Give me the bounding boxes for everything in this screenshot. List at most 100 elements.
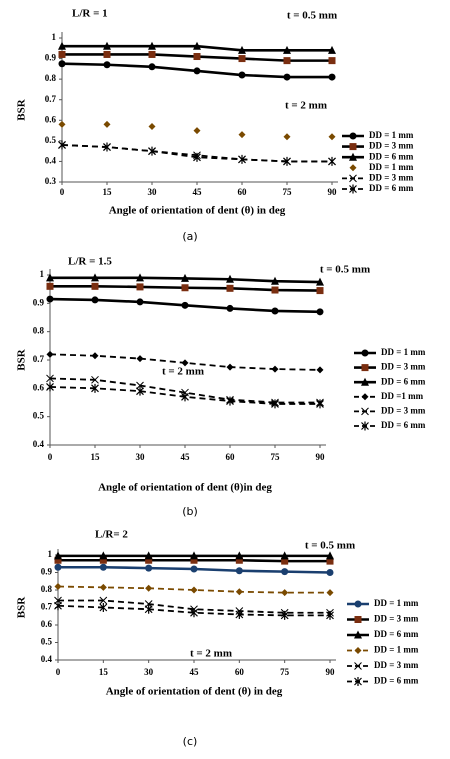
point bbox=[193, 53, 201, 61]
x-tick-label: 45 bbox=[181, 452, 191, 462]
point bbox=[148, 122, 156, 130]
point bbox=[46, 374, 54, 383]
point bbox=[283, 73, 291, 81]
point bbox=[271, 365, 279, 373]
point bbox=[181, 284, 189, 292]
legend-marker bbox=[361, 393, 369, 401]
point bbox=[103, 120, 111, 128]
point bbox=[181, 392, 189, 402]
legend-marker bbox=[349, 174, 357, 183]
legend-label: DD = 1 mm bbox=[374, 645, 419, 655]
point bbox=[148, 50, 156, 58]
legend-label: DD = 1 mm bbox=[369, 130, 414, 140]
legend-marker bbox=[354, 630, 362, 639]
point bbox=[46, 382, 54, 392]
y-tick-label: 0.6 bbox=[45, 114, 57, 124]
point bbox=[235, 588, 243, 596]
x-axis-title: Angle of orientation of dent (θ) in deg bbox=[109, 205, 286, 217]
point bbox=[328, 156, 336, 166]
point bbox=[91, 282, 99, 290]
x-tick-label: 30 bbox=[144, 667, 154, 677]
annotation: t = 0.5 mm bbox=[320, 264, 370, 276]
point bbox=[193, 41, 201, 50]
legend-marker bbox=[354, 647, 362, 654]
point bbox=[281, 589, 289, 597]
caption: (c) bbox=[183, 735, 198, 748]
x-tick-label: 90 bbox=[328, 187, 338, 197]
point bbox=[136, 355, 144, 363]
point bbox=[99, 583, 107, 591]
point bbox=[103, 142, 111, 152]
point bbox=[58, 50, 66, 58]
point bbox=[46, 273, 54, 282]
annotation: t = 0.5 mm bbox=[287, 10, 337, 22]
point bbox=[91, 296, 99, 304]
x-tick-label: 60 bbox=[238, 187, 248, 197]
y-tick-label: 0.5 bbox=[41, 637, 53, 647]
point bbox=[328, 57, 336, 65]
y-tick-label: 0.7 bbox=[45, 94, 57, 104]
point bbox=[103, 50, 111, 58]
point bbox=[271, 276, 279, 285]
point bbox=[190, 551, 198, 560]
x-tick-label: 60 bbox=[235, 667, 245, 677]
legend-label: DD = 3 mm bbox=[381, 362, 426, 372]
legend-label: DD = 1 mm bbox=[374, 598, 419, 608]
point bbox=[238, 71, 246, 79]
x-tick-label: 90 bbox=[326, 667, 336, 677]
y-tick-label: 1 bbox=[40, 269, 45, 279]
point bbox=[136, 381, 144, 390]
chart-title: L/R = 1 bbox=[72, 8, 108, 20]
caption: (a) bbox=[182, 230, 197, 243]
point bbox=[58, 41, 66, 50]
point bbox=[316, 277, 324, 286]
point bbox=[91, 352, 99, 360]
y-axis-title: BSR bbox=[16, 596, 28, 618]
legend-label: DD = 6 mm bbox=[369, 151, 414, 161]
point bbox=[145, 584, 153, 592]
y-tick-label: 0.9 bbox=[33, 297, 45, 307]
x-tick-label: 60 bbox=[226, 452, 236, 462]
y-tick-label: 0.8 bbox=[41, 584, 53, 594]
point bbox=[54, 551, 62, 560]
point bbox=[238, 45, 246, 54]
point bbox=[145, 564, 153, 572]
point bbox=[54, 556, 62, 564]
point bbox=[235, 610, 244, 619]
x-tick-label: 0 bbox=[48, 452, 53, 462]
point bbox=[226, 363, 234, 371]
legend-label: DD = 6 mm bbox=[374, 629, 419, 639]
point bbox=[238, 131, 246, 139]
y-tick-label: 0.3 bbox=[45, 176, 57, 186]
point bbox=[181, 359, 189, 367]
point bbox=[103, 61, 111, 69]
y-tick-label: 0.5 bbox=[45, 135, 57, 145]
legend-label: DD = 1 mm bbox=[381, 347, 426, 357]
point bbox=[316, 287, 324, 295]
point bbox=[190, 556, 198, 564]
point bbox=[328, 45, 336, 54]
y-tick-label: 0.6 bbox=[41, 619, 53, 629]
point bbox=[316, 399, 324, 409]
x-tick-label: 75 bbox=[283, 187, 293, 197]
x-tick-label: 75 bbox=[280, 667, 290, 677]
x-tick-label: 30 bbox=[136, 452, 146, 462]
point bbox=[328, 73, 336, 81]
legend-marker bbox=[349, 143, 357, 151]
caption: (b) bbox=[182, 505, 198, 518]
legend-label: DD =1 mm bbox=[381, 391, 424, 401]
legend-label: DD = 3 mm bbox=[369, 141, 414, 151]
point bbox=[193, 152, 201, 162]
point bbox=[103, 41, 111, 50]
point bbox=[235, 567, 243, 575]
point bbox=[283, 156, 291, 166]
y-tick-label: 0.8 bbox=[33, 326, 45, 336]
x-tick-label: 75 bbox=[271, 452, 281, 462]
point bbox=[145, 556, 153, 564]
legend-marker bbox=[354, 600, 362, 608]
point bbox=[326, 569, 334, 576]
point bbox=[235, 551, 244, 560]
x-tick-label: 90 bbox=[316, 452, 326, 462]
legend-label: DD = 6 mm bbox=[374, 676, 419, 686]
